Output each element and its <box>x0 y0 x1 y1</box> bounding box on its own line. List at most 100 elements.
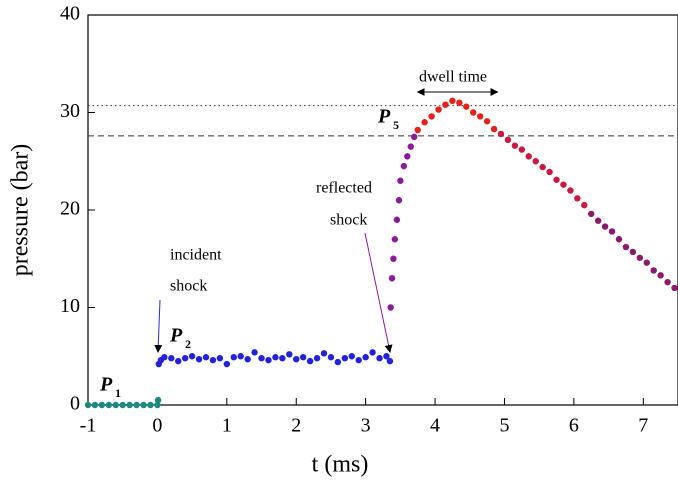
annotation-label: shock <box>330 212 367 229</box>
data-point <box>209 356 217 364</box>
data-point <box>395 197 403 204</box>
data-point <box>657 272 664 279</box>
data-point <box>664 278 671 286</box>
data-point <box>334 358 342 366</box>
data-point <box>546 168 553 176</box>
data-point <box>629 248 637 256</box>
annotation-subscript: 1 <box>115 386 121 400</box>
data-point <box>293 355 300 363</box>
data-point <box>387 304 394 311</box>
data-point <box>91 401 99 409</box>
data-point <box>397 177 404 184</box>
annotation-label: incident <box>170 247 222 264</box>
data-point <box>650 267 657 274</box>
data-point <box>435 106 442 113</box>
data-point <box>560 181 567 188</box>
data-point <box>608 228 616 235</box>
x-tick-label: 4 <box>430 415 440 437</box>
data-point <box>202 354 210 361</box>
reflected-arrow <box>364 232 393 353</box>
data-point <box>404 153 411 160</box>
data-point <box>622 243 630 251</box>
y-tick-label: 40 <box>60 3 80 25</box>
data-point <box>601 223 609 230</box>
data-point <box>230 354 237 361</box>
data-point <box>320 350 328 357</box>
data-point <box>355 356 362 364</box>
y-tick-label: 10 <box>60 295 80 317</box>
data-point <box>532 158 539 165</box>
data-point <box>140 401 147 409</box>
data-point <box>539 163 546 171</box>
x-tick-label: -1 <box>80 415 97 437</box>
y-axis-label: pressure (bar) <box>8 144 34 277</box>
data-point <box>390 255 397 262</box>
x-tick-label: 7 <box>638 415 648 437</box>
data-point <box>386 357 394 365</box>
data-point <box>327 354 335 361</box>
data-point <box>483 118 491 125</box>
data-point <box>594 217 602 224</box>
data-point <box>388 275 396 282</box>
data-point <box>525 153 532 160</box>
data-point <box>369 349 376 356</box>
y-tick-label: 20 <box>60 198 80 220</box>
data-point <box>265 356 272 364</box>
annotation-label: dwell time <box>419 69 487 86</box>
annotation-subscript: 5 <box>393 118 399 132</box>
x-tick-label: 3 <box>361 415 371 437</box>
x-tick-label: 0 <box>152 415 162 437</box>
data-point <box>490 125 498 133</box>
data-point <box>442 101 449 108</box>
data-point <box>581 201 588 209</box>
annotation-label: P <box>169 325 183 347</box>
annotation-label: shock <box>170 278 207 295</box>
data-point <box>643 259 650 266</box>
data-point <box>154 401 161 409</box>
data-point <box>449 97 456 105</box>
y-tick-label: 30 <box>60 100 80 122</box>
data-point <box>383 353 390 360</box>
data-point <box>251 349 258 356</box>
data-point <box>216 355 224 362</box>
data-point <box>671 284 678 292</box>
data-point <box>147 401 154 409</box>
data-point <box>119 401 126 409</box>
data-point <box>456 99 463 106</box>
data-point <box>286 351 293 358</box>
incident-arrow <box>154 299 163 353</box>
data-point <box>161 354 168 361</box>
data-point <box>428 113 435 120</box>
data-point <box>181 355 189 362</box>
data-point <box>272 354 279 361</box>
x-tick-label: 5 <box>499 415 509 437</box>
data-point <box>306 357 314 365</box>
data-point <box>154 396 162 404</box>
annotation-label: P <box>99 374 113 396</box>
data-point <box>511 142 519 149</box>
data-point <box>421 119 428 126</box>
data-point <box>414 126 421 134</box>
data-point <box>175 357 182 365</box>
data-point <box>348 353 355 360</box>
data-point <box>341 355 349 362</box>
data-point <box>504 136 512 143</box>
data-point <box>615 236 623 243</box>
data-point <box>237 353 244 360</box>
data-point <box>497 130 505 138</box>
data-point <box>244 355 251 363</box>
data-point <box>195 355 203 363</box>
annotation-subscript: 2 <box>185 337 191 351</box>
data-point <box>98 401 106 409</box>
data-point <box>105 401 113 409</box>
data-point <box>476 113 484 120</box>
data-point <box>112 401 119 409</box>
data-point <box>393 216 401 223</box>
data-point <box>636 254 644 261</box>
data-point <box>567 187 574 194</box>
data-point <box>84 401 92 409</box>
data-point <box>168 355 175 362</box>
data-point <box>400 162 408 170</box>
data-point <box>588 210 595 218</box>
